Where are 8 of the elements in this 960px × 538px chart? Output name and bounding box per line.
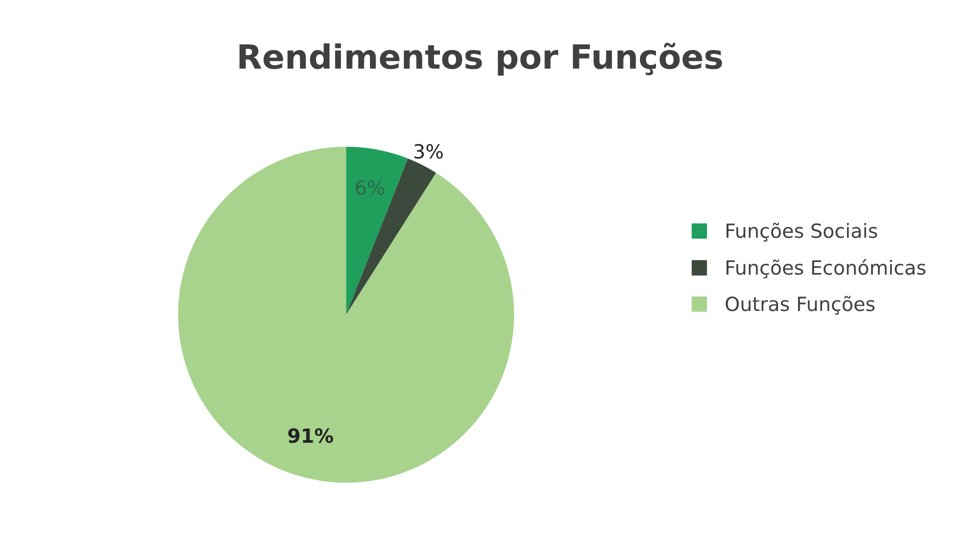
chart-title: Rendimentos por Funções [240,42,722,76]
data-label: 91% [288,428,334,443]
legend-label: Outras Funções [726,296,875,315]
legend-label: Funções Sociais [726,222,878,242]
pie-slice [346,146,408,315]
legend-label: Funções Económicas [726,259,926,278]
data-label: 3% [414,144,443,159]
pie-slice [346,158,436,315]
